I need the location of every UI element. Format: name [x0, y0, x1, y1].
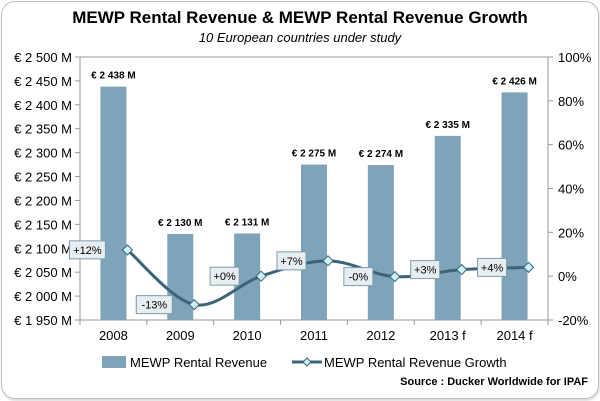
y-right-tick-label: -20% [558, 313, 589, 328]
legend-swatch-revenue [102, 356, 126, 368]
growth-data-label: -13% [141, 300, 167, 312]
growth-data-label-box [135, 295, 173, 315]
source-note: Source : Ducker Worldwide for IPAF [400, 376, 588, 388]
bar-data-label: € 2 335 M [425, 120, 469, 131]
bar [501, 92, 528, 320]
y-right-tick-label: 100% [558, 50, 592, 65]
y-left-tick-label: € 2 050 M [14, 265, 72, 280]
y-left-tick-label: € 2 250 M [14, 170, 72, 185]
y-left-tick-label: € 2 450 M [14, 74, 72, 89]
bar-data-label: € 2 274 M [359, 149, 403, 160]
growth-marker [456, 263, 468, 276]
y-right-tick-label: 0% [558, 269, 577, 284]
growth-data-label: +4% [481, 262, 504, 274]
bar [301, 164, 327, 320]
chart-subtitle: 10 European countries under study [198, 30, 402, 45]
bar [367, 165, 394, 320]
growth-data-label-box [410, 260, 441, 280]
bar-data-label: € 2 275 M [292, 149, 336, 160]
y-right-tick-label: 80% [558, 94, 584, 109]
y-left-tick-label: € 2 500 M [14, 50, 72, 65]
bar [100, 86, 127, 320]
chart-title: MEWP Rental Revenue & MEWP Rental Revenu… [72, 8, 528, 27]
x-tick-label: 2012 [366, 328, 395, 343]
y-left-tick-label: € 2 350 M [14, 122, 72, 137]
growth-marker [522, 261, 535, 274]
y-left-tick-label: € 2 100 M [14, 241, 72, 256]
y-right-tick-label: 40% [558, 182, 584, 197]
y-left-tick-label: € 2 150 M [14, 217, 72, 232]
x-tick-label: 2013 f [430, 328, 467, 343]
y-left-tick-label: € 2 400 M [14, 98, 72, 113]
growth-data-label-box [209, 266, 240, 286]
growth-data-label: +3% [414, 265, 437, 277]
bar [434, 135, 461, 320]
growth-data-label: +12% [73, 245, 102, 257]
y-left-tick-label: € 2 300 M [14, 146, 72, 161]
growth-marker [121, 244, 134, 256]
growth-marker [322, 255, 334, 267]
growth-marker [188, 298, 200, 311]
growth-marker [255, 270, 267, 282]
y-right-tick-label: 60% [558, 138, 584, 153]
growth-data-label: +0% [213, 271, 236, 283]
x-tick-label: 2009 [166, 328, 195, 343]
bar-data-label: € 2 130 M [158, 218, 202, 229]
growth-data-label-box [68, 240, 106, 260]
x-tick-label: 2010 [233, 328, 262, 343]
bar-data-label: € 2 438 M [91, 71, 135, 82]
y-left-tick-label: € 1 950 M [14, 313, 72, 328]
y-right-tick-label: 20% [558, 225, 584, 240]
growth-data-label: +7% [280, 256, 303, 268]
legend-label-growth: MEWP Rental Revenue Growth [324, 355, 507, 370]
y-left-tick-label: € 2 000 M [14, 289, 72, 304]
bar-data-label: € 2 426 M [492, 76, 536, 87]
growth-marker [389, 270, 401, 283]
legend-swatch-growth-marker [302, 357, 312, 367]
x-tick-label: 2011 [300, 328, 328, 343]
legend-label-revenue: MEWP Rental Revenue [130, 355, 267, 370]
bar-data-label: € 2 131 M [225, 217, 269, 228]
growth-data-label-box [343, 267, 374, 287]
growth-data-label-box [477, 257, 508, 277]
x-tick-label: 2014 f [496, 328, 533, 343]
growth-data-label-box [276, 251, 307, 271]
growth-data-label: -0% [349, 272, 369, 284]
y-left-tick-label: € 2 200 M [14, 193, 72, 208]
x-tick-label: 2008 [99, 328, 128, 343]
